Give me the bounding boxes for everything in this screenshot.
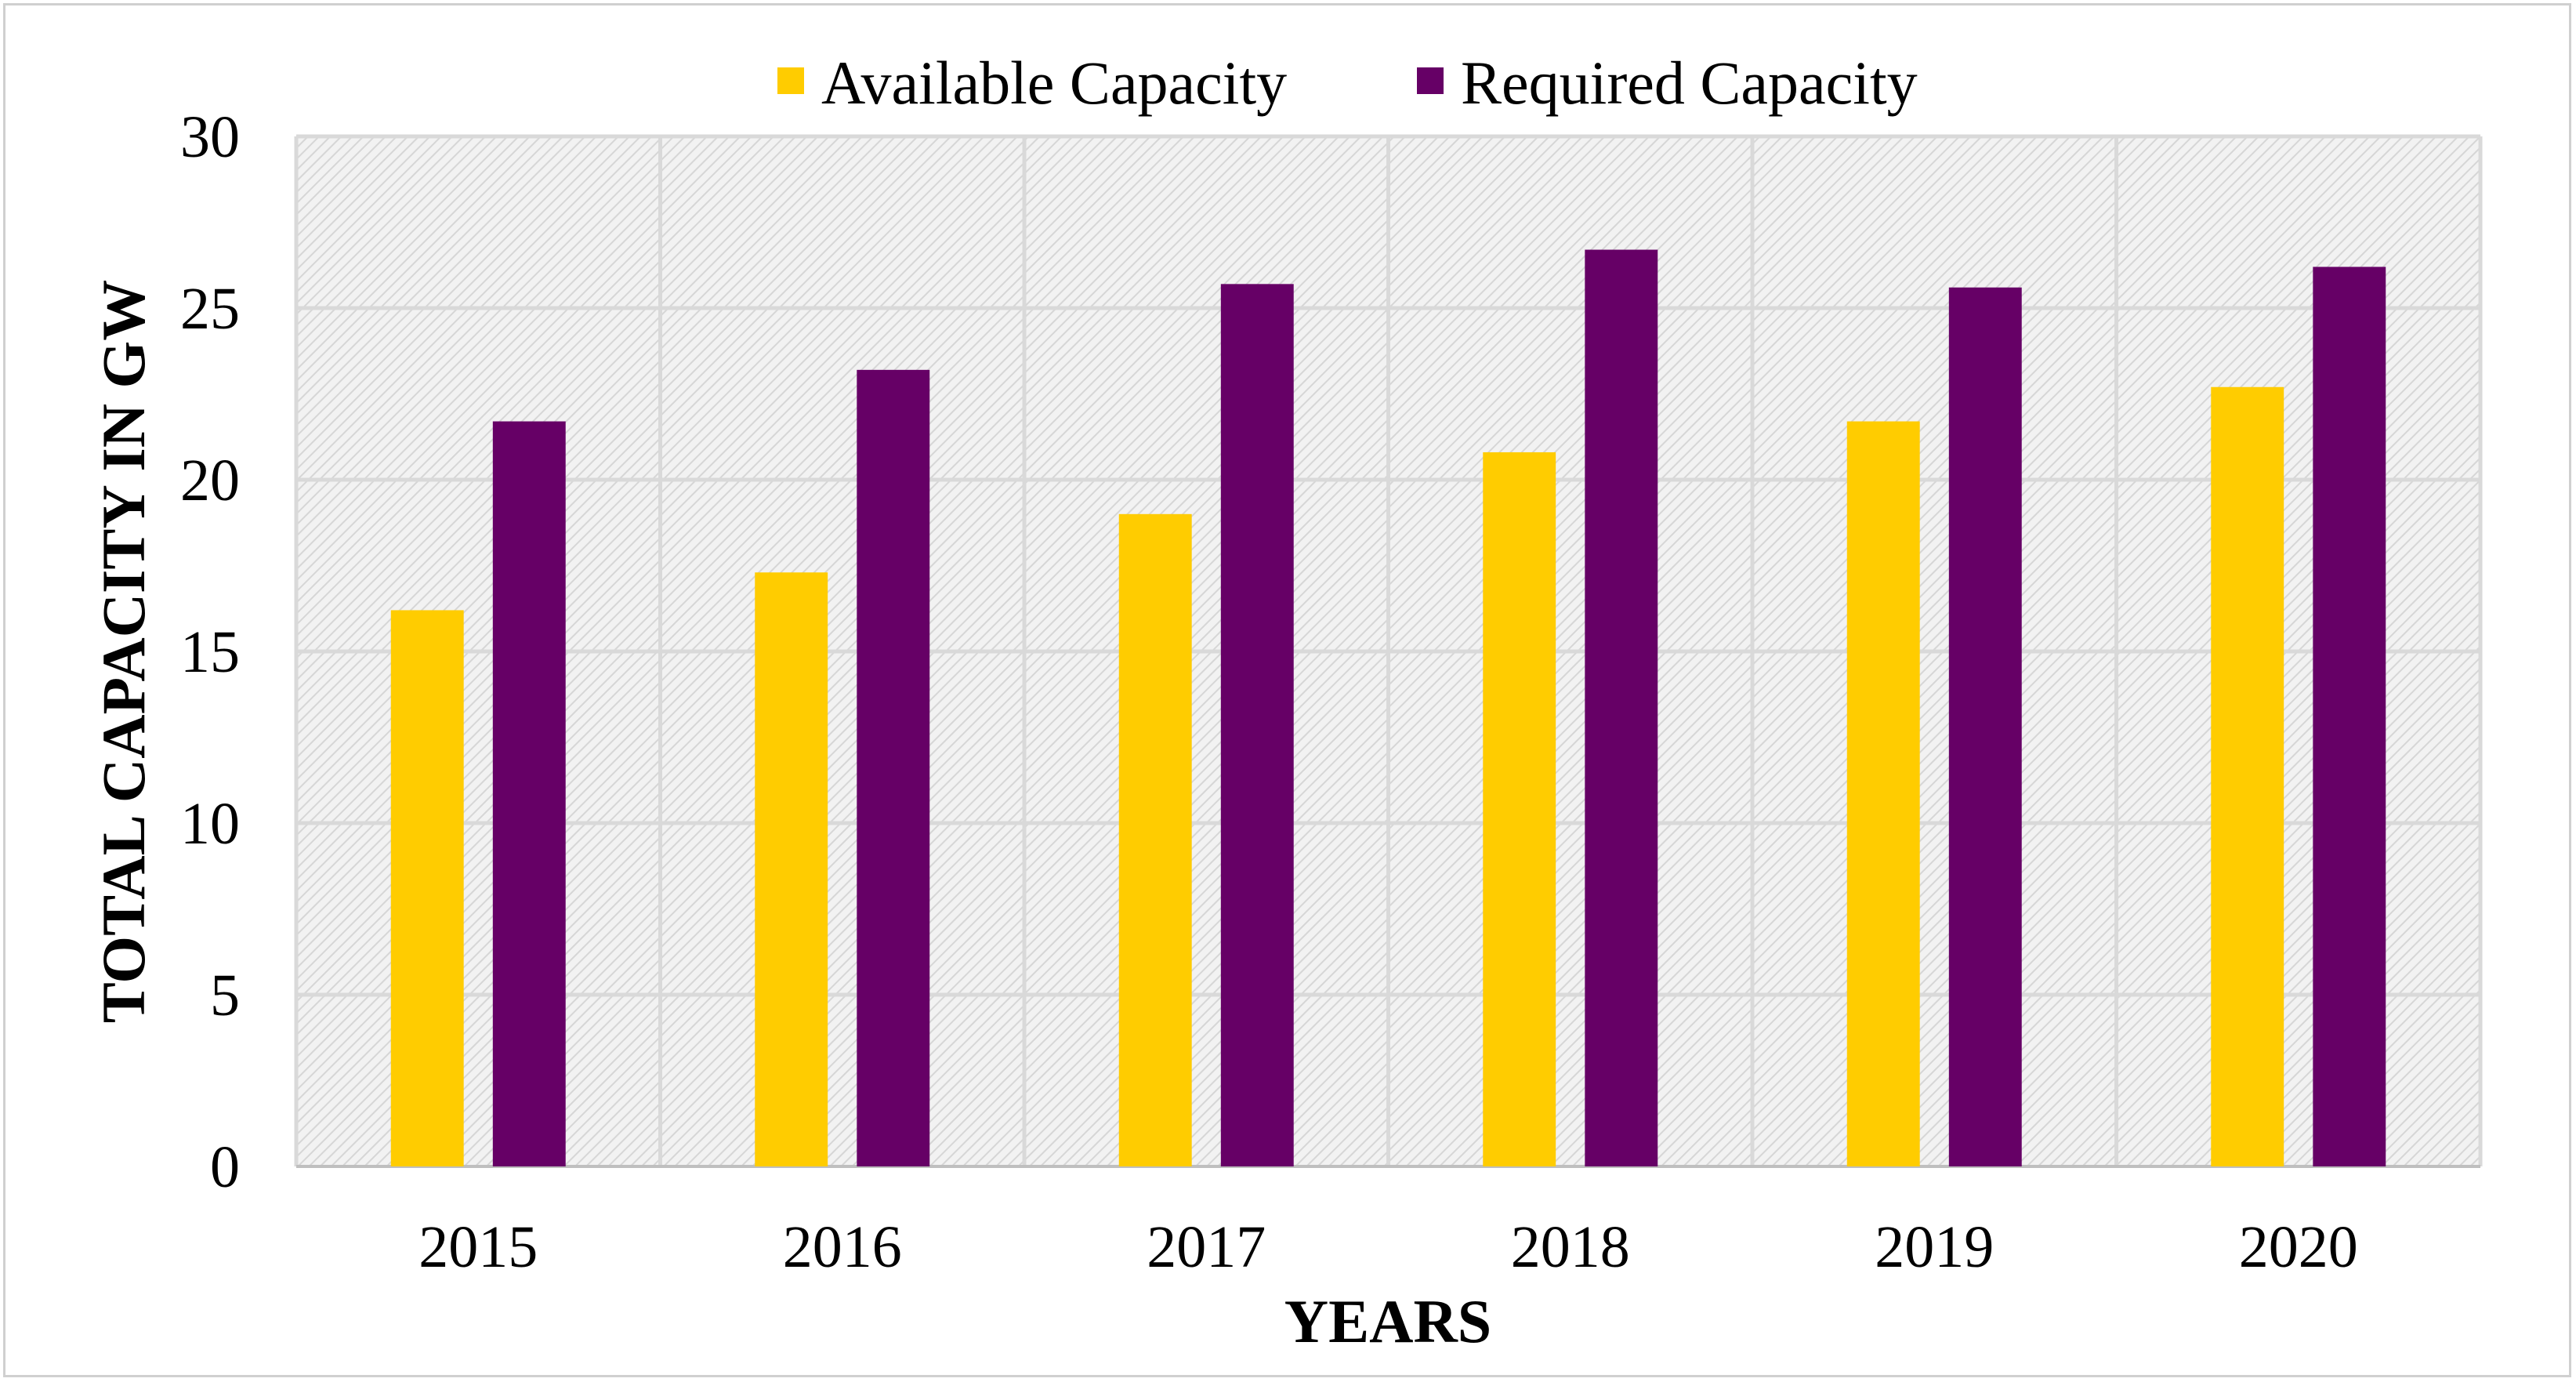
y-tick-label: 10 bbox=[180, 791, 240, 857]
x-tick-label-2015: 2015 bbox=[418, 1214, 538, 1280]
x-tick-label-2018: 2018 bbox=[1511, 1214, 1630, 1280]
x-tick-label-2016: 2016 bbox=[783, 1214, 902, 1280]
bar-available-2020 bbox=[2211, 386, 2284, 1166]
y-tick-label: 5 bbox=[210, 963, 240, 1028]
x-axis-title: YEARS bbox=[1284, 1287, 1491, 1355]
bar-available-2015 bbox=[390, 610, 464, 1166]
bars-group bbox=[390, 249, 2386, 1167]
y-tick-label: 15 bbox=[180, 619, 240, 685]
legend: Available Capacity Required Capacity bbox=[777, 49, 1918, 117]
legend-swatch-available bbox=[777, 67, 804, 94]
y-tick-label: 30 bbox=[180, 104, 240, 170]
x-tick-label-2017: 2017 bbox=[1147, 1214, 1266, 1280]
y-tick-label: 20 bbox=[180, 448, 240, 513]
bar-required-2020 bbox=[2313, 267, 2386, 1167]
bar-required-2018 bbox=[1585, 249, 1658, 1166]
legend-swatch-required bbox=[1417, 67, 1444, 94]
y-tick-label: 25 bbox=[180, 276, 240, 342]
gridlines bbox=[294, 134, 2483, 1166]
y-tick-labels: 0 5 10 15 20 25 30 bbox=[180, 104, 240, 1200]
legend-label-required: Required Capacity bbox=[1461, 49, 1918, 117]
x-tick-labels: 2015 2016 2017 2018 2019 2020 bbox=[418, 1214, 2358, 1280]
bar-available-2019 bbox=[1846, 421, 1920, 1166]
x-tick-label-2019: 2019 bbox=[1875, 1214, 1994, 1280]
bar-required-2016 bbox=[857, 369, 930, 1167]
y-tick-label: 0 bbox=[210, 1134, 240, 1200]
y-axis-title: TOTAL CAPACITY IN GW bbox=[89, 280, 158, 1023]
bar-available-2017 bbox=[1118, 513, 1192, 1166]
bar-required-2015 bbox=[492, 421, 566, 1166]
bar-required-2019 bbox=[1948, 287, 2022, 1167]
bar-available-2016 bbox=[755, 572, 828, 1166]
legend-label-available: Available Capacity bbox=[821, 49, 1287, 117]
x-tick-label-2020: 2020 bbox=[2239, 1214, 2358, 1280]
bar-required-2017 bbox=[1220, 284, 1294, 1167]
bar-available-2018 bbox=[1483, 452, 1556, 1166]
